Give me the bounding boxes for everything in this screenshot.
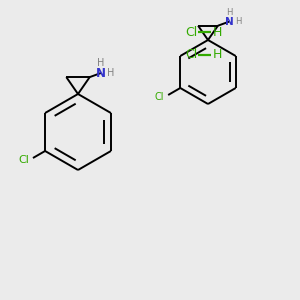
- Text: H: H: [235, 17, 241, 26]
- Text: H: H: [226, 8, 232, 17]
- Text: H: H: [213, 49, 222, 62]
- Text: N: N: [96, 67, 106, 80]
- Text: N: N: [225, 16, 234, 27]
- Text: H: H: [213, 26, 222, 38]
- Text: H: H: [97, 58, 105, 68]
- Text: H: H: [107, 68, 115, 78]
- Text: Cl: Cl: [185, 26, 197, 38]
- Text: Cl: Cl: [185, 49, 197, 62]
- Text: Cl: Cl: [155, 92, 164, 102]
- Text: Cl: Cl: [18, 155, 29, 165]
